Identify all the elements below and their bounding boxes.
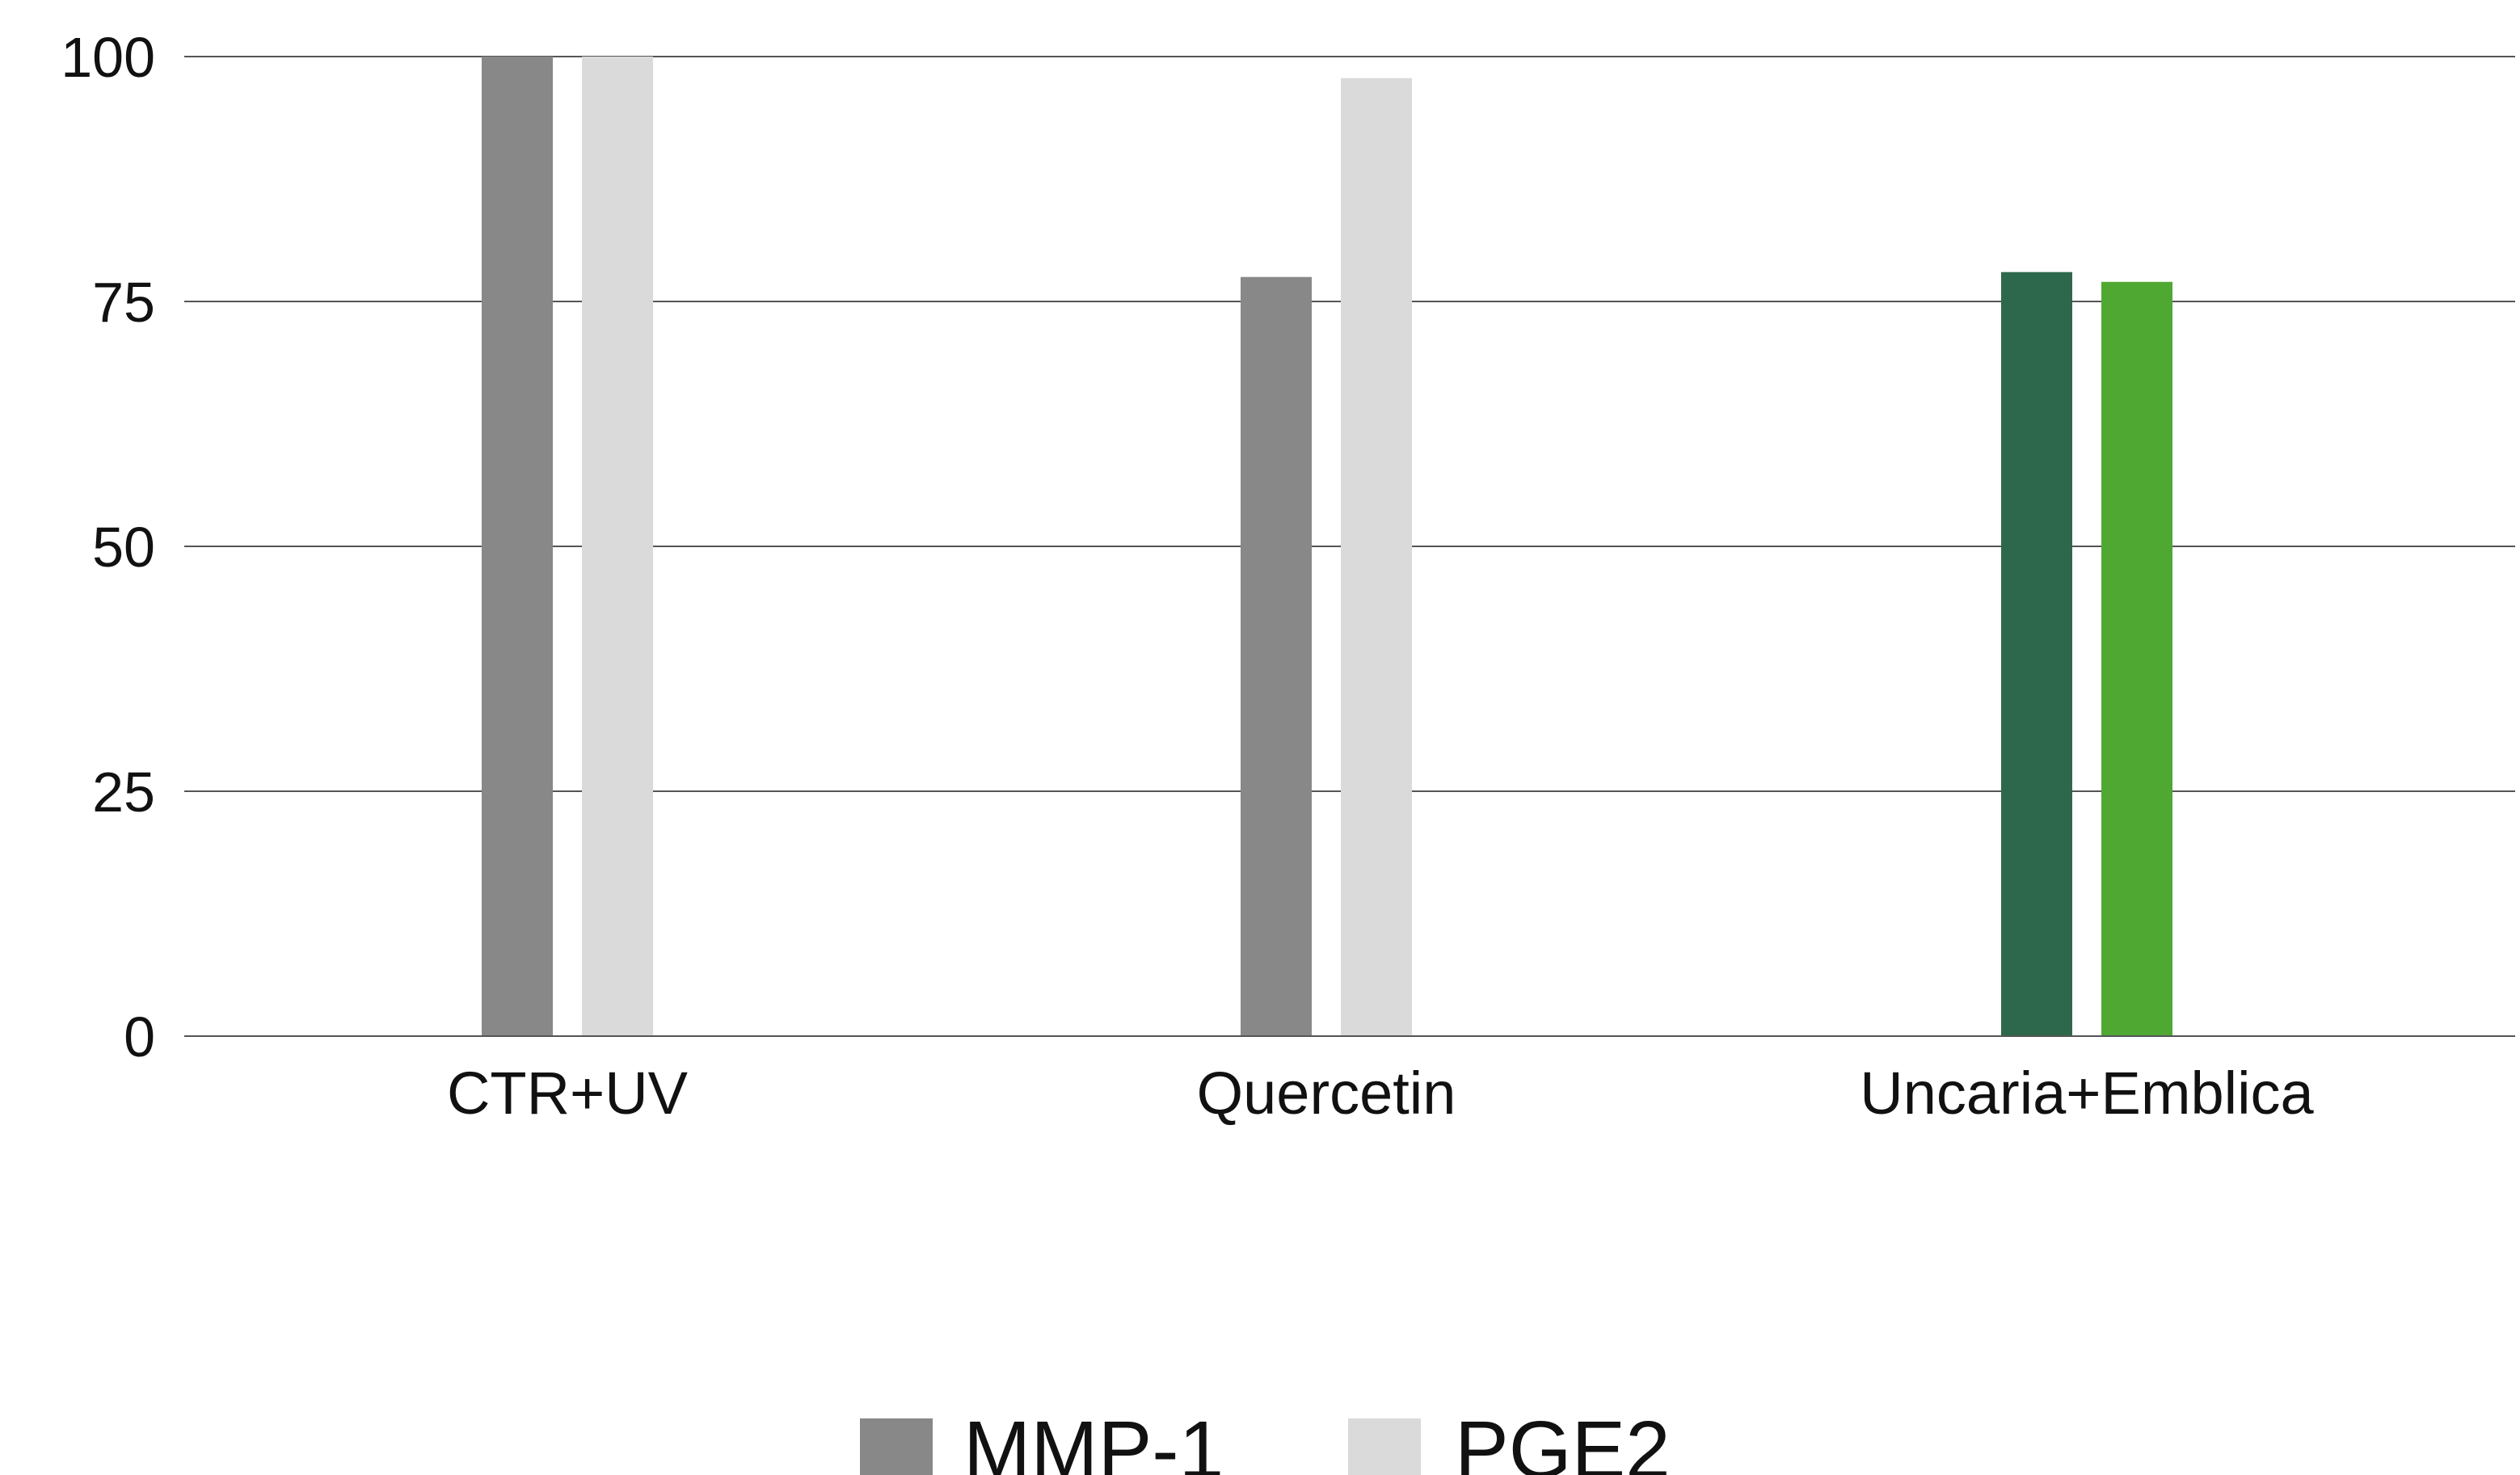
- legend-swatch-pge2: [1348, 1418, 1421, 1475]
- bar-pge2-ctr-uv: [582, 57, 653, 1036]
- y-tick-label-50: 50: [92, 516, 155, 579]
- bars: [184, 57, 2515, 1036]
- legend-swatch-mmp-1: [860, 1418, 933, 1475]
- y-tick-label-100: 100: [61, 26, 155, 89]
- legend-label-pge2: PGE2: [1455, 1405, 1671, 1475]
- y-axis-ticks: 0 25 50 75 100: [61, 26, 155, 1068]
- x-axis-categories: CTR+UV Quercetin Uncaria+Emblica: [447, 1060, 2315, 1127]
- y-tick-label-75: 75: [92, 271, 155, 334]
- x-category-label: CTR+UV: [447, 1060, 689, 1127]
- legend-label-mmp-1: MMP-1: [963, 1405, 1224, 1475]
- x-category-label: Uncaria+Emblica: [1860, 1060, 2314, 1127]
- legend: MMP-1 PGE2: [860, 1405, 1671, 1475]
- y-tick-label-0: 0: [124, 1005, 155, 1068]
- bar-pge2-uncaria-emblica: [2101, 282, 2172, 1036]
- bar-mmp-1-ctr-uv: [482, 57, 553, 1036]
- x-category-label: Quercetin: [1197, 1060, 1456, 1127]
- bar-mmp-1-quercetin: [1241, 277, 1312, 1036]
- bar-mmp-1-uncaria-emblica: [2001, 272, 2072, 1036]
- y-tick-label-25: 25: [92, 761, 155, 824]
- bar-pge2-quercetin: [1341, 78, 1412, 1036]
